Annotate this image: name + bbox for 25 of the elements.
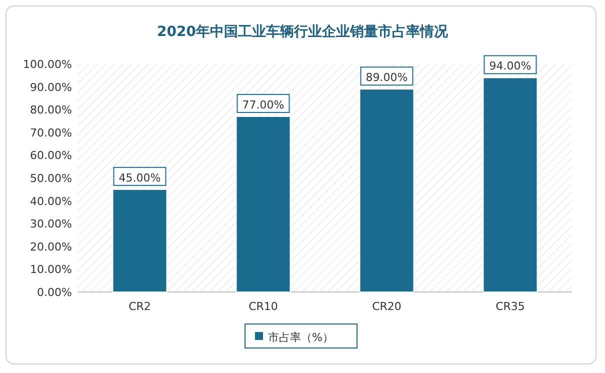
x-tick-label: CR2 xyxy=(128,300,151,313)
data-label: 89.00% xyxy=(366,71,408,84)
chart-title: 2020年中国工业车辆行业企业销量市占率情况 xyxy=(157,23,449,40)
y-tick-label: 100.00% xyxy=(23,58,72,71)
data-label: 94.00% xyxy=(489,60,532,73)
data-label: 45.00% xyxy=(118,171,161,184)
bar xyxy=(359,88,414,292)
y-tick-label: 50.00% xyxy=(30,172,72,185)
x-tick-label: CR35 xyxy=(496,300,525,313)
y-tick-label: 70.00% xyxy=(30,126,72,140)
y-tick-label: 0.00% xyxy=(37,286,72,299)
y-tick-label: 80.00% xyxy=(30,104,72,117)
bar xyxy=(482,77,538,292)
y-tick-label: 10.00% xyxy=(30,263,72,276)
y-tick-label: 40.00% xyxy=(30,194,72,208)
bar xyxy=(236,116,291,292)
y-tick-label: 60.00% xyxy=(30,149,72,162)
y-tick-label: 20.00% xyxy=(30,240,72,254)
bar xyxy=(112,188,168,292)
x-tick-label: CR10 xyxy=(248,300,278,313)
data-label: 77.00% xyxy=(242,98,284,112)
y-tick-label: 30.00% xyxy=(30,218,72,231)
legend-label: 市占率（%） xyxy=(268,331,334,344)
y-tick-label: 90.00% xyxy=(30,80,72,94)
x-tick-label: CR20 xyxy=(372,300,402,313)
